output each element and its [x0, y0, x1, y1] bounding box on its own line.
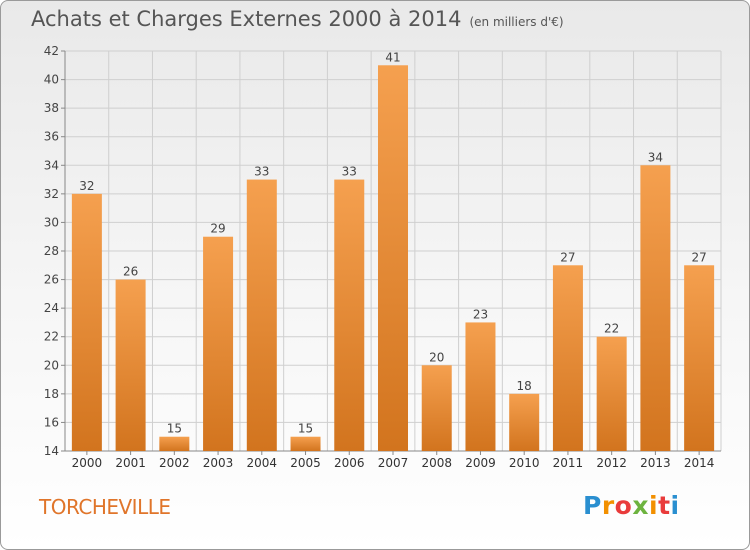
x-tick-label: 2010	[509, 456, 540, 470]
bar-2014	[684, 265, 715, 451]
data-label: 33	[254, 165, 269, 179]
bar-2011	[552, 265, 583, 451]
bar-2006	[334, 179, 365, 452]
y-tick-label: 26	[44, 273, 59, 287]
bar-2008	[421, 365, 452, 451]
x-tick-label: 2002	[159, 456, 190, 470]
y-tick-label: 14	[44, 444, 59, 458]
bar-2009	[465, 322, 496, 451]
data-label: 27	[560, 250, 575, 264]
data-labels: 32 26 15 29 33 15 33 41 20 23 18 27 22 34 27	[79, 50, 707, 435]
logo-letter: i	[670, 491, 680, 520]
y-tick-label: 30	[44, 215, 59, 229]
y-tick-label: 28	[44, 244, 59, 258]
x-tick-label: 2012	[596, 456, 627, 470]
bar-2005	[290, 436, 321, 451]
y-tick-label: 18	[44, 387, 59, 401]
data-label: 23	[473, 307, 488, 321]
data-label: 27	[691, 250, 706, 264]
logo-letter: x	[632, 491, 649, 520]
x-tick-label: 2006	[334, 456, 365, 470]
bar-2007	[378, 65, 408, 452]
bars	[71, 65, 715, 452]
data-label: 22	[604, 322, 619, 336]
x-tick-label: 2003	[203, 456, 234, 470]
data-label: 33	[342, 165, 357, 179]
logo-letter: r	[601, 491, 615, 520]
y-tick-label: 40	[44, 73, 59, 87]
data-label: 15	[298, 422, 313, 436]
x-tick-label: 2011	[553, 456, 584, 470]
x-tick-label: 2005	[290, 456, 321, 470]
proxiti-logo[interactable]: Proxiti	[583, 491, 680, 520]
x-tick-label: 2004	[247, 456, 278, 470]
data-label: 41	[385, 50, 400, 64]
y-tick-label: 32	[44, 187, 59, 201]
x-tick-label: 2014	[684, 456, 715, 470]
logo-letter: i	[649, 491, 659, 520]
x-tick-label: 2008	[421, 456, 452, 470]
y-tick-label: 20	[44, 358, 59, 372]
data-label: 18	[517, 379, 532, 393]
bar-2010	[509, 393, 540, 451]
x-tick-label: 2001	[115, 456, 146, 470]
x-tick-label: 2000	[72, 456, 103, 470]
chart-title: Achats et Charges Externes 2000 à 2014 (e…	[31, 7, 564, 31]
bar-2002	[159, 436, 190, 451]
data-label: 34	[648, 150, 663, 164]
chart-title-text: Achats et Charges Externes 2000 à 2014	[31, 7, 462, 31]
y-tick-label: 16	[44, 415, 59, 429]
logo-letter: t	[658, 491, 671, 520]
data-label: 26	[123, 265, 138, 279]
logo-letter: P	[583, 491, 602, 520]
y-tick-label: 38	[44, 101, 59, 115]
chart-subtitle: (en milliers d'€)	[469, 15, 564, 29]
data-label: 29	[210, 222, 225, 236]
bar-2003	[203, 236, 234, 451]
data-label: 32	[79, 179, 94, 193]
x-tick-label: 2013	[640, 456, 671, 470]
y-tick-label: 42	[44, 44, 59, 58]
y-tick-label: 22	[44, 330, 59, 344]
logo-letter: o	[614, 491, 633, 520]
bar-2012	[596, 336, 627, 451]
bar-2004	[246, 179, 277, 452]
data-label: 15	[167, 422, 182, 436]
bar-2013	[640, 165, 671, 452]
data-label: 20	[429, 350, 444, 364]
x-tick-label: 2009	[465, 456, 496, 470]
commune-name: TORCHEVILLE	[39, 495, 171, 519]
y-tick-label: 34	[44, 158, 59, 172]
bar-2000	[71, 193, 102, 451]
y-tick-label: 36	[44, 130, 59, 144]
x-tick-label: 2007	[378, 456, 409, 470]
bar-2001	[115, 279, 146, 451]
y-tick-label: 24	[44, 301, 59, 315]
